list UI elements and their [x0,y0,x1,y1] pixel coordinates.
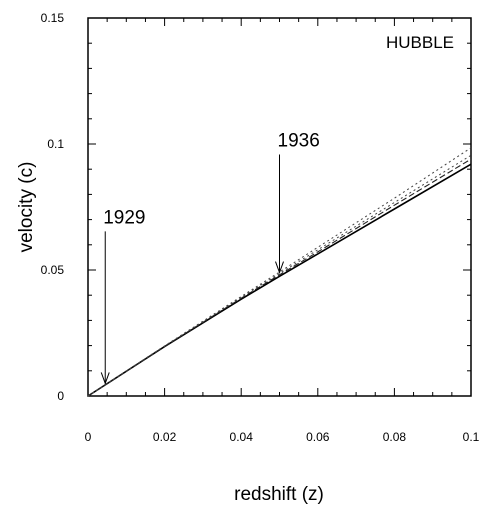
y-tick-label: 0.05 [41,263,65,277]
x-tick-label: 0.02 [153,430,177,444]
x-tick-labels: 0 0.02 0.04 0.06 0.08 0.1 [85,430,480,444]
y-tick-label: 0 [57,389,64,403]
x-tick-label: 0 [85,430,92,444]
series-line-4 [87,147,472,397]
annotation-arrow-head [275,261,284,274]
annotation-label: 1929 [103,207,145,228]
series-lines [87,147,472,397]
x-tick-label: 0.08 [383,430,407,444]
annotation-arrow-head [100,372,110,385]
x-tick-label: 0.1 [463,430,480,444]
y-axis-title: velocity (c) [16,162,37,253]
y-tick-labels: 0 0.05 0.1 0.15 [41,11,65,403]
x-tick-label: 0.06 [306,430,330,444]
x-tick-label: 0.04 [230,430,254,444]
y-tick-label: 0.1 [47,137,64,151]
tick-marks [87,17,472,397]
x-axis-title: redshift (z) [234,484,324,505]
annotations: 1929 1936 [100,131,320,385]
annotation-label: 1936 [278,131,320,152]
y-tick-label: 0.15 [41,11,65,25]
panel-label: HUBBLE [386,33,454,52]
